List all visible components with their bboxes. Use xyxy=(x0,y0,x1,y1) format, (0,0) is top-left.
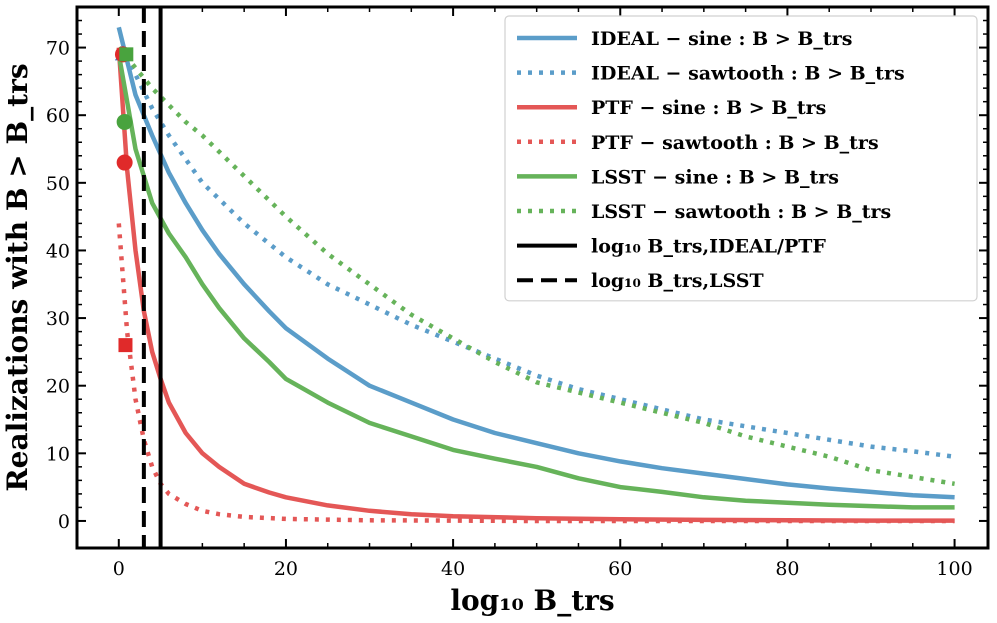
y-tick-label: 70 xyxy=(46,38,70,60)
x-tick-label: 0 xyxy=(113,558,125,580)
series-lsst-sawtooth-b-b-trs xyxy=(117,46,955,487)
x-tick-label: 40 xyxy=(441,558,465,580)
marker-square-3 xyxy=(119,47,134,62)
legend-label-log-b-trs-ideal-ptf: log₁₀ B_trs,IDEAL/PTF xyxy=(591,236,826,258)
legend-label-ptf-sine-b-b-trs: PTF − sine : B > B_trs xyxy=(591,97,826,119)
legend-label-lsst-sine-b-b-trs: LSST − sine : B > B_trs xyxy=(591,166,839,188)
x-tick-label: 100 xyxy=(936,558,972,580)
legend-label-ideal-sawtooth-b-b-trs: IDEAL − sawtooth : B > B_trs xyxy=(591,63,905,85)
marker-circle-4 xyxy=(116,154,133,171)
axes-ticks: 0 20 40 60 80 100 0 10 20 30 40 50 60 70 xyxy=(46,7,988,580)
y-tick-label: 10 xyxy=(46,443,70,465)
markers xyxy=(114,45,134,353)
marker-square-5 xyxy=(118,338,133,353)
y-tick-label: 60 xyxy=(46,105,70,127)
legend-label-ideal-sine-b-b-trs: IDEAL − sine : B > B_trs xyxy=(591,28,852,50)
x-axis-title: log₁₀ B_trs xyxy=(450,584,614,617)
y-tick-label: 50 xyxy=(46,173,70,195)
y-tick-label: 20 xyxy=(46,376,70,398)
x-tick-label: 80 xyxy=(775,558,799,580)
series-lsst-sine-b-b-trs xyxy=(116,53,955,510)
series-ptf-sawtooth-b-b-trs xyxy=(116,223,955,524)
legend-label-log-b-trs-lsst: log₁₀ B_trs,LSST xyxy=(591,270,764,292)
marker-circle-2 xyxy=(116,113,133,130)
y-tick-label: 0 xyxy=(58,511,70,533)
y-axis-title: Realizations with B > B_trs xyxy=(1,63,34,491)
legend: IDEAL − sine : B > B_trs IDEAL − sawtooth… xyxy=(504,15,978,302)
series-ideal-sine-b-b-trs xyxy=(116,26,955,500)
threshold-lines xyxy=(141,7,163,548)
legend-label-lsst-sawtooth-b-b-trs: LSST − sawtooth : B > B_trs xyxy=(591,201,891,223)
y-tick-label: 30 xyxy=(46,308,70,330)
x-tick-label: 20 xyxy=(274,558,298,580)
x-tick-label: 60 xyxy=(608,558,632,580)
series-layer xyxy=(116,26,955,524)
y-tick-label: 40 xyxy=(46,240,70,262)
legend-box xyxy=(504,15,978,302)
legend-label-ptf-sawtooth-b-b-trs: PTF − sawtooth : B > B_trs xyxy=(591,132,879,154)
